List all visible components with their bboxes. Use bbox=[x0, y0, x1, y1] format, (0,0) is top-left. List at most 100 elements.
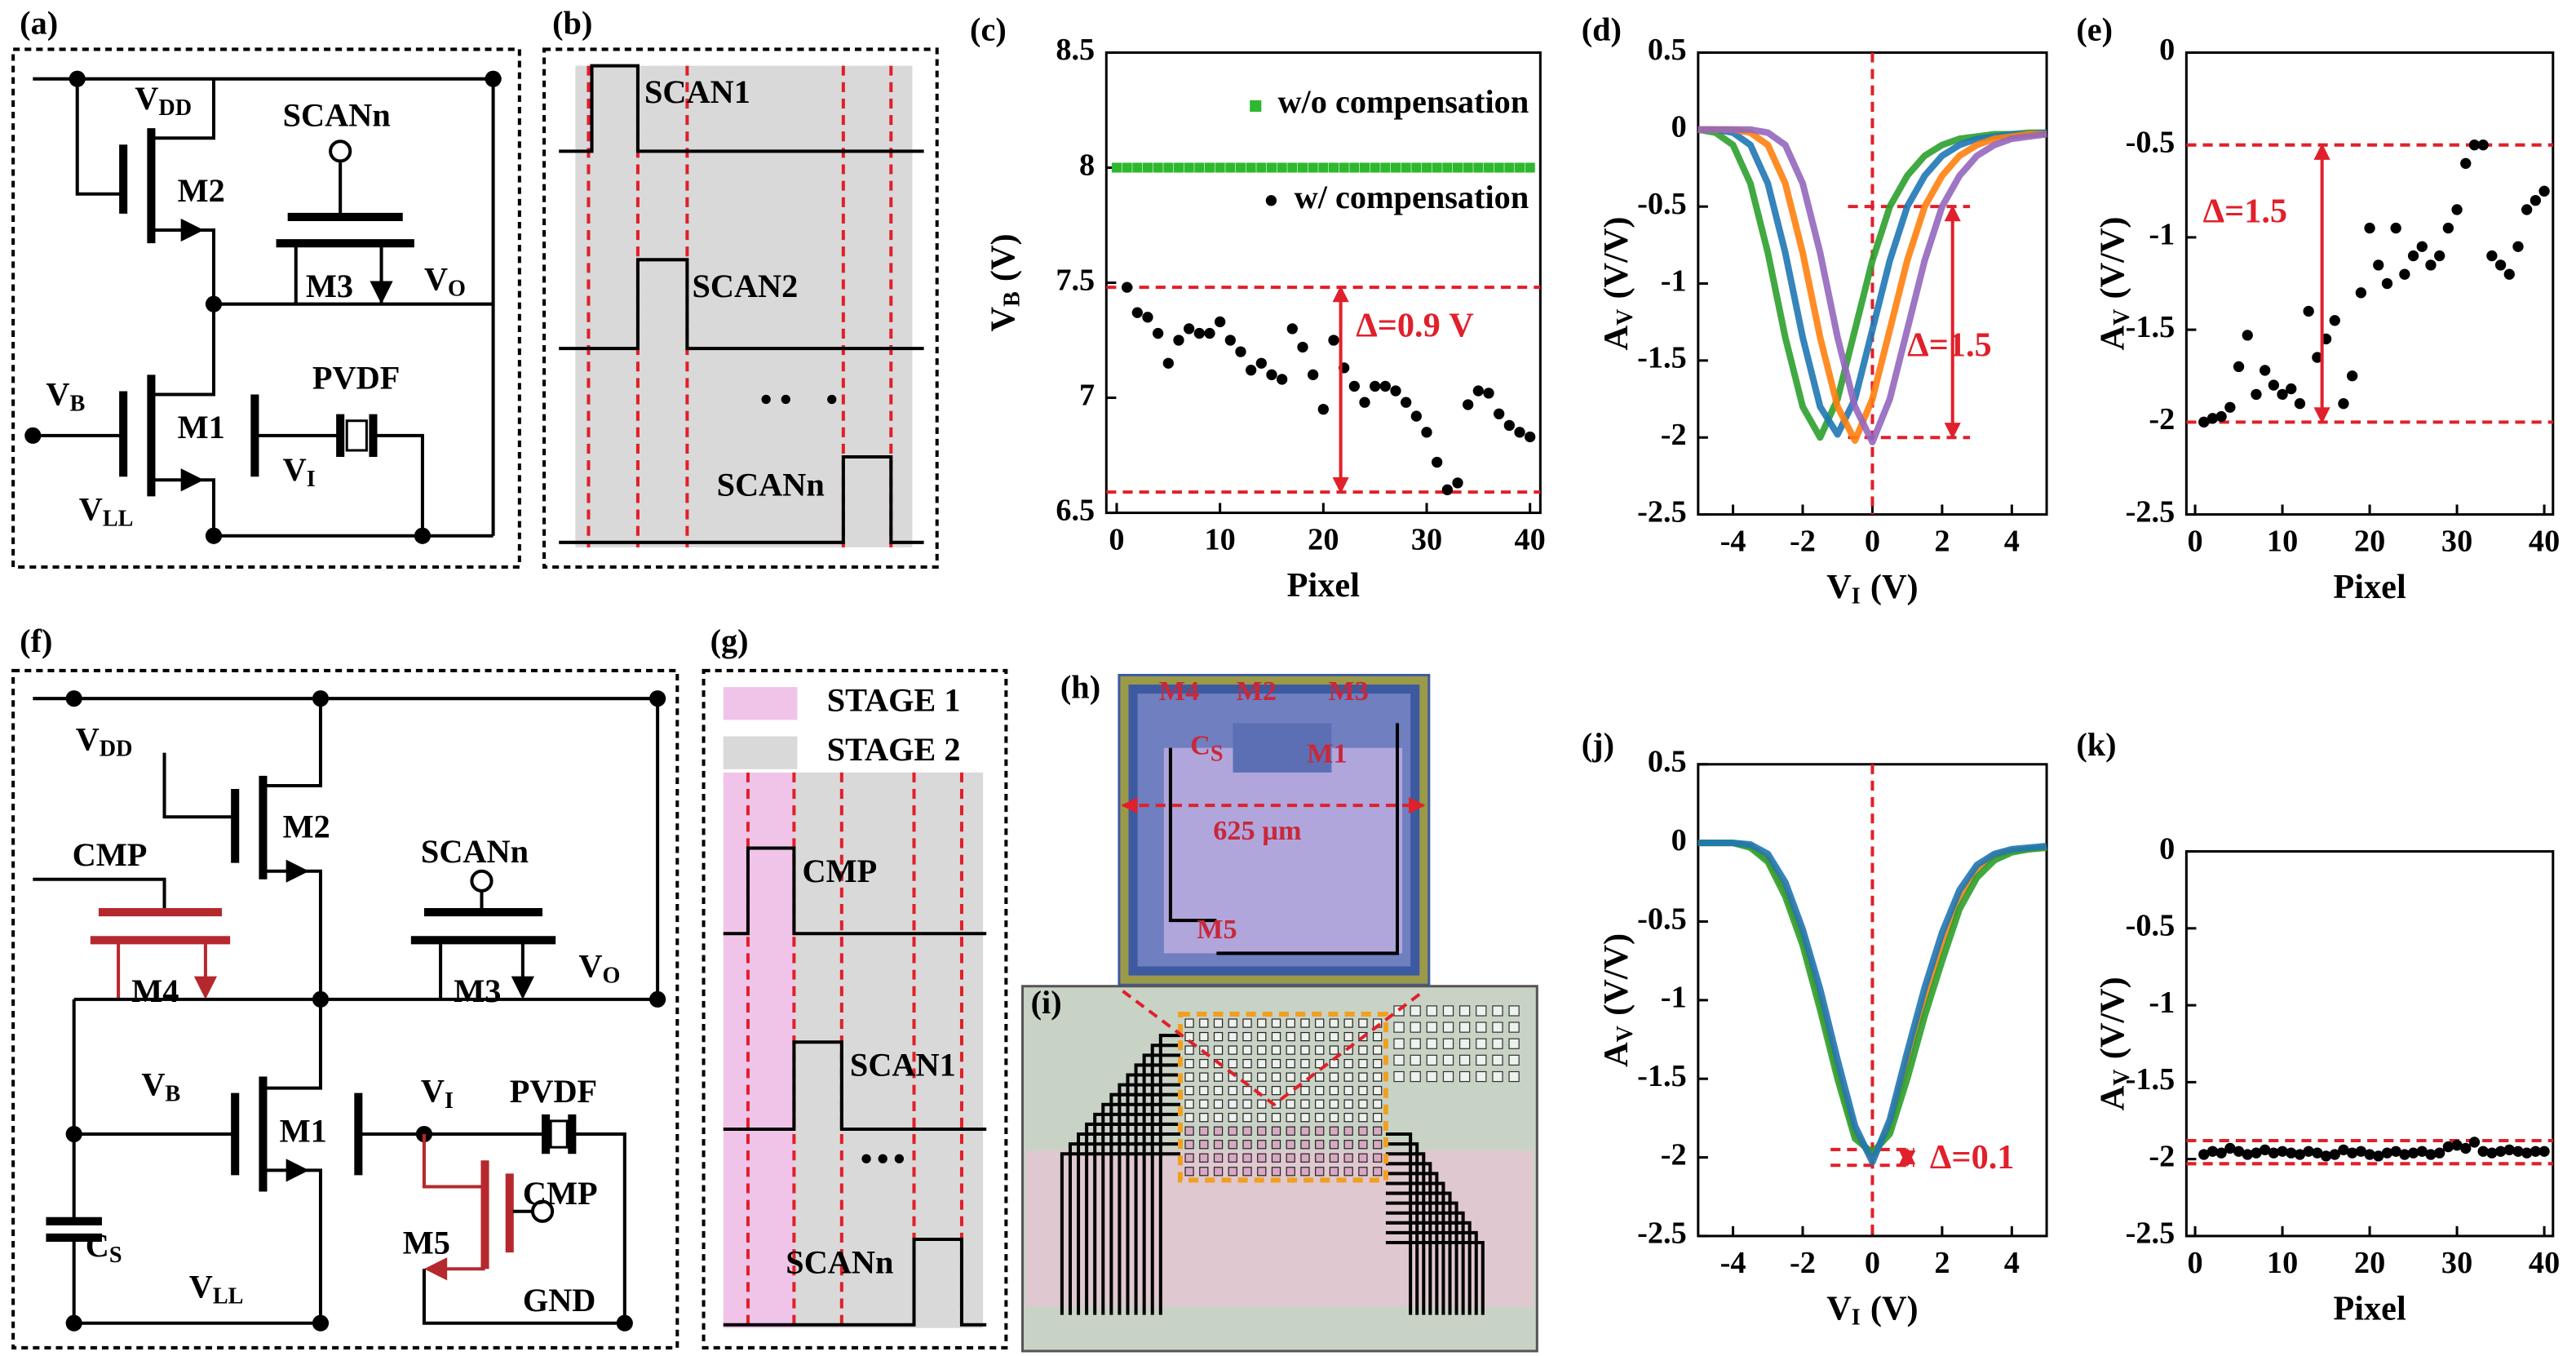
label-main: V bbox=[424, 261, 448, 298]
x-axis-label: Pixel bbox=[1287, 566, 1361, 605]
pixel bbox=[1228, 1031, 1237, 1042]
marker bbox=[1204, 162, 1215, 173]
label-sub: B bbox=[1000, 291, 1025, 307]
label-main: V bbox=[141, 1066, 165, 1103]
pixel bbox=[1300, 1126, 1310, 1136]
pixel bbox=[1329, 1072, 1339, 1082]
y-tick-label: 0 bbox=[1671, 823, 1687, 857]
wire bbox=[422, 1269, 625, 1325]
marker bbox=[1421, 162, 1432, 173]
wire bbox=[559, 455, 924, 544]
marker bbox=[1472, 385, 1484, 397]
wire bbox=[1385, 1132, 1413, 1315]
wire bbox=[559, 258, 924, 351]
y-axis-label: VB (V) bbox=[984, 233, 1025, 331]
pad bbox=[1426, 1005, 1437, 1017]
stage-region bbox=[794, 772, 984, 1328]
pixel bbox=[1213, 1086, 1224, 1096]
pixel bbox=[1242, 1099, 1252, 1109]
label: GND bbox=[523, 1282, 596, 1318]
pixel bbox=[1286, 1126, 1295, 1136]
label: M5 bbox=[403, 1224, 450, 1261]
panel-label: (i) bbox=[1031, 984, 1062, 1021]
wire bbox=[1085, 1122, 1180, 1315]
pixel bbox=[1286, 1153, 1295, 1163]
label: M3 bbox=[306, 268, 353, 304]
pixel bbox=[1372, 1167, 1383, 1177]
label-unit: (V/V) bbox=[1597, 933, 1635, 1016]
wire bbox=[1150, 1044, 1180, 1315]
marker bbox=[2425, 259, 2437, 271]
marker bbox=[2355, 287, 2367, 299]
marker bbox=[2364, 1149, 2375, 1160]
marker bbox=[2390, 222, 2401, 234]
chip-area bbox=[1233, 723, 1332, 773]
arrowhead bbox=[423, 1257, 448, 1281]
pixel bbox=[1315, 1086, 1325, 1096]
pixel bbox=[1228, 1058, 1237, 1069]
wire bbox=[1385, 1152, 1426, 1315]
pixel bbox=[1184, 1072, 1194, 1082]
marker bbox=[1401, 162, 1411, 173]
pixel bbox=[1329, 1153, 1339, 1163]
pixel bbox=[1242, 1031, 1252, 1042]
pixel bbox=[1300, 1167, 1310, 1177]
pixel bbox=[1257, 1031, 1267, 1042]
label: M4 bbox=[131, 973, 179, 1009]
label: CMP bbox=[523, 1175, 598, 1212]
label: M3 bbox=[454, 973, 501, 1009]
label: VDD bbox=[76, 721, 133, 762]
pixel bbox=[1257, 1113, 1267, 1123]
marker bbox=[1215, 162, 1225, 173]
marker bbox=[1193, 327, 1205, 339]
marker bbox=[1473, 162, 1484, 173]
wire bbox=[1385, 1211, 1465, 1315]
marker bbox=[2460, 1142, 2472, 1154]
label: VLL bbox=[189, 1269, 244, 1309]
wire bbox=[723, 846, 987, 936]
marker bbox=[2477, 140, 2489, 151]
marker bbox=[2294, 1149, 2306, 1160]
marker bbox=[1379, 380, 1391, 392]
marker bbox=[2312, 1147, 2323, 1159]
pixel bbox=[1271, 1113, 1281, 1123]
label: VO bbox=[424, 261, 466, 302]
pixel bbox=[1228, 1126, 1237, 1136]
marker bbox=[1246, 365, 1257, 376]
pixel bbox=[1358, 1072, 1368, 1082]
pixel bbox=[1199, 1140, 1209, 1150]
pixel bbox=[1315, 1167, 1325, 1177]
label-sub: V bbox=[2109, 308, 2135, 326]
panel-label: (b) bbox=[552, 4, 592, 41]
pixel bbox=[1271, 1058, 1281, 1069]
marker bbox=[1318, 162, 1329, 173]
marker bbox=[2538, 185, 2550, 197]
pixel bbox=[1358, 1045, 1368, 1055]
pixel bbox=[1343, 1072, 1353, 1082]
pixel bbox=[1257, 1045, 1267, 1055]
pixel bbox=[1257, 1058, 1267, 1069]
wire bbox=[263, 869, 323, 1090]
label-sub: DD bbox=[100, 737, 133, 762]
marker bbox=[1183, 323, 1195, 335]
marker bbox=[2521, 1147, 2533, 1159]
y-tick-label: 0 bbox=[1671, 110, 1687, 144]
marker bbox=[2538, 1146, 2550, 1157]
marker bbox=[2407, 1147, 2419, 1159]
pad bbox=[1442, 1038, 1454, 1049]
marker bbox=[2468, 1137, 2481, 1148]
marker bbox=[2206, 413, 2219, 424]
gate-bubble bbox=[470, 869, 494, 893]
pixel bbox=[1199, 1058, 1209, 1069]
x-tick-label: 40 bbox=[2529, 525, 2560, 559]
pixel bbox=[1199, 1113, 1209, 1123]
label: SCANn bbox=[283, 96, 391, 133]
pixel bbox=[1271, 1140, 1281, 1150]
marker bbox=[1463, 162, 1473, 173]
y-tick-label: 8 bbox=[1079, 148, 1095, 182]
pad bbox=[1442, 1005, 1454, 1017]
panel-frame bbox=[542, 47, 939, 569]
pixel bbox=[1199, 1153, 1209, 1163]
pad bbox=[1492, 1038, 1503, 1049]
pixel bbox=[1343, 1018, 1353, 1028]
